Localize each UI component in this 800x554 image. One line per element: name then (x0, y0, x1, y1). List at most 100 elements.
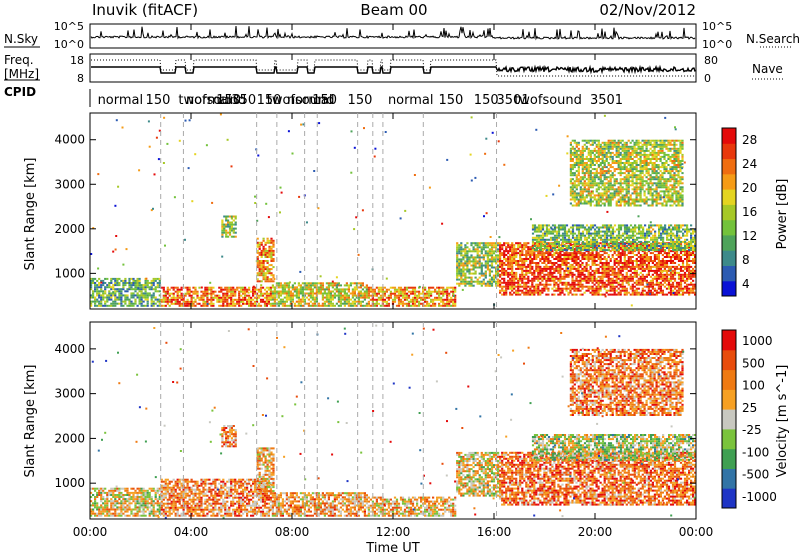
heatmap-cell (645, 254, 648, 256)
heatmap-cell (648, 228, 651, 231)
heatmap-cell (563, 283, 566, 286)
heatmap-cell (309, 282, 312, 285)
heatmap-cell (581, 166, 584, 169)
heatmap-cell (595, 260, 598, 262)
heatmap-cell (629, 224, 633, 227)
heatmap-cell (601, 245, 605, 247)
heatmap-cell (605, 262, 608, 264)
heatmap-cell (258, 268, 261, 271)
heatmap-cell (637, 267, 640, 270)
heatmap-cell (656, 242, 659, 245)
heatmap-cell (432, 290, 435, 293)
heatmap-cell (407, 286, 411, 289)
heatmap-cell (138, 296, 141, 299)
heatmap-cell (635, 258, 638, 260)
heatmap-cell (466, 266, 469, 269)
heatmap-cell (225, 215, 228, 218)
heatmap-cell (377, 288, 380, 291)
heatmap-cell (601, 242, 605, 245)
heatmap-cell (625, 249, 629, 252)
heatmap-cell (486, 250, 489, 253)
heatmap-cell (257, 302, 261, 305)
heatmap-cell (575, 145, 578, 148)
heatmap-cell (650, 238, 653, 241)
heatmap-cell (150, 284, 153, 287)
heatmap-cell (462, 280, 465, 283)
heatmap-cell (637, 287, 640, 290)
heatmap-cell (571, 224, 575, 227)
heatmap-cell (232, 292, 235, 295)
heatmap-cell (478, 242, 481, 245)
heatmap-cell (497, 248, 500, 251)
heatmap-cell (134, 298, 137, 301)
heatmap-cell (669, 293, 673, 296)
heatmap-cell (495, 272, 498, 275)
heatmap-cell (553, 249, 557, 252)
heatmap-cell (557, 234, 561, 237)
heatmap-cell (589, 228, 593, 231)
heatmap-cell (309, 294, 312, 297)
heatmap-cell (673, 293, 677, 296)
heatmap-cell (642, 230, 645, 233)
heatmap-cell (575, 174, 578, 177)
heatmap-cell (108, 292, 111, 295)
heatmap-cell (632, 228, 635, 231)
heatmap-cell (319, 304, 322, 307)
heatmap-cell (262, 272, 265, 275)
heatmap-cell (652, 249, 655, 252)
heatmap-cell (595, 269, 598, 272)
heatmap-cell (678, 249, 681, 252)
heatmap-cell (271, 296, 274, 299)
heatmap-cell (557, 226, 561, 229)
heatmap-cell (615, 285, 618, 288)
heatmap-cell (478, 256, 481, 259)
heatmap-cell (585, 145, 588, 148)
heatmap-cell (359, 284, 362, 287)
heatmap-cell (565, 249, 569, 252)
heatmap-cell (505, 283, 508, 286)
heatmap-cell (633, 273, 636, 276)
heatmap-cell (270, 256, 273, 258)
heatmap-cell (150, 282, 153, 284)
heatmap-cell (468, 248, 471, 251)
heatmap-cell (571, 287, 574, 290)
heatmap-cell (521, 285, 524, 288)
heatmap-cell (283, 286, 286, 289)
heatmap-cell (112, 294, 115, 297)
heatmap-cell (517, 281, 520, 284)
heatmap-cell (553, 228, 557, 231)
heatmap-cell (579, 252, 582, 255)
heatmap-cell (90, 284, 93, 287)
heatmap-cell (484, 284, 487, 287)
heatmap-cell (676, 247, 679, 249)
heatmap-cell (128, 286, 131, 289)
heatmap-cell (470, 244, 473, 247)
heatmap-cell (418, 304, 421, 307)
heatmap-cell (337, 288, 340, 291)
heatmap-cell (488, 244, 491, 247)
heatmap-cell (539, 277, 542, 280)
heatmap-cell (228, 231, 232, 234)
heatmap-cell (583, 202, 586, 205)
heatmap-cell (446, 298, 449, 301)
heatmap-cell (573, 149, 576, 152)
heatmap-cell (641, 258, 644, 260)
heatmap-cell (581, 172, 584, 175)
heatmap-cell (166, 298, 169, 301)
heatmap-cell (531, 285, 534, 288)
heatmap-cell (225, 233, 228, 236)
heatmap-cell (609, 289, 612, 292)
heatmap-cell (661, 265, 664, 268)
heatmap-cell (253, 304, 257, 307)
heatmap-cell (581, 184, 584, 187)
heatmap-cell (190, 302, 193, 305)
heatmap-cell (569, 252, 572, 255)
heatmap-cell (607, 281, 610, 284)
heatmap-cell (613, 285, 616, 288)
heatmap-cell (460, 268, 463, 271)
heatmap-cell (665, 260, 669, 262)
heatmap-cell (587, 287, 590, 290)
heatmap-cell (472, 250, 475, 253)
heatmap-cell (156, 300, 159, 303)
heatmap-cell (158, 286, 161, 289)
